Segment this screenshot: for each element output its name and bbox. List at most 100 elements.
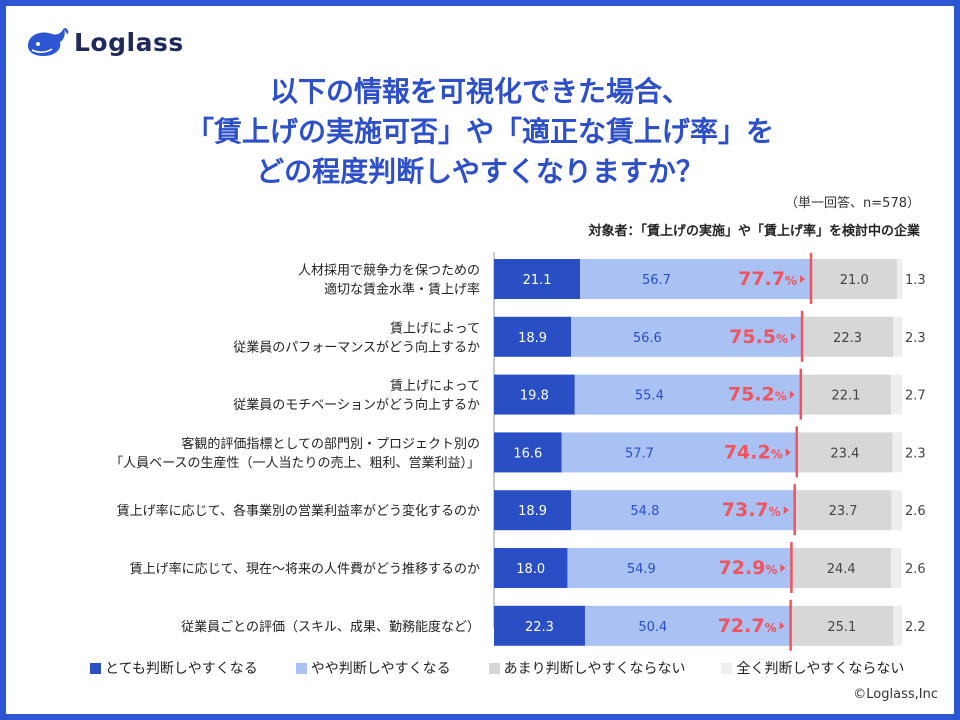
data-label: 22.3 <box>525 620 554 635</box>
bar-segment <box>494 548 568 588</box>
total-label: 72.9% <box>719 557 778 579</box>
category-label: 人材採用で競争力を保つための <box>298 264 480 279</box>
category-label: 従業員のパフォーマンスがどう向上するか <box>233 339 480 355</box>
legend-label: とても判断しやすくなる <box>105 661 258 677</box>
total-label: 75.2% <box>728 384 787 406</box>
legend-item: 全く判断しやすくならない <box>721 658 904 678</box>
data-label: 54.8 <box>630 504 659 519</box>
data-label: 1.3 <box>905 273 926 288</box>
total-label: 73.7% <box>722 499 781 521</box>
data-label: 55.4 <box>635 389 664 404</box>
bar-segment <box>811 259 898 299</box>
data-label: 50.4 <box>638 620 667 635</box>
total-label: 77.7% <box>738 268 797 290</box>
bar-segment <box>494 605 585 646</box>
target-note: 対象者：「賃上げの実施」や「賃上げ率」を検討中の企業 <box>588 224 920 239</box>
total-arrow-icon <box>779 621 785 630</box>
total-arrow-icon <box>800 275 806 283</box>
data-label: 24.4 <box>827 562 856 577</box>
data-label: 22.1 <box>831 389 860 404</box>
bar-segment <box>574 374 801 415</box>
data-label: 19.8 <box>520 389 549 404</box>
data-label: 56.7 <box>642 273 671 288</box>
bar-segment <box>891 490 902 531</box>
data-label: 16.6 <box>513 446 542 461</box>
data-label: 57.7 <box>625 446 654 461</box>
title-line: 以下の情報を可視化できた場合、 <box>269 75 690 108</box>
data-label: 18.9 <box>518 331 547 346</box>
category-label: 従業員ごとの評価（スキル、成果、勤務能度など） <box>181 619 480 635</box>
bar-segment <box>494 316 572 357</box>
bar-segment <box>571 316 803 357</box>
legend-label: あまり判断しやすくならない <box>503 661 686 677</box>
category-label: 賃上げによって <box>390 379 480 394</box>
whale-logo-icon <box>28 28 69 56</box>
legend-item: とても判断しやすくなる <box>90 658 258 678</box>
data-label: 2.2 <box>905 620 926 635</box>
data-label: 23.4 <box>830 446 859 461</box>
bar-segment <box>561 432 798 473</box>
data-label: 21.0 <box>840 273 869 288</box>
bar-segment <box>790 605 894 646</box>
legend-label: 全く判断しやすくならない <box>736 661 905 677</box>
category-label: 適切な賃金水準・賃上げ率 <box>324 282 480 298</box>
bar-segment <box>580 259 812 299</box>
category-label: 賃上げ率に応じて、現在〜将来の人件費がどう推移するのか <box>130 561 480 577</box>
logo-text: Loglass <box>74 27 184 57</box>
bar-segment <box>584 605 791 646</box>
bar-segment <box>494 432 562 473</box>
bar-segment <box>802 316 894 357</box>
total-label: 75.5% <box>729 326 788 348</box>
bar-segment <box>800 374 891 415</box>
data-label: 54.9 <box>627 562 656 577</box>
total-label: 72.7% <box>718 615 777 637</box>
legend-item: あまり判断しやすくならない <box>488 658 686 678</box>
data-label: 18.9 <box>518 504 547 519</box>
category-label: 賃上げ率に応じて、各事業別の営業利益率がどう変化するのか <box>117 503 480 519</box>
total-arrow-icon <box>783 506 789 515</box>
bar-segment <box>897 259 903 299</box>
legend-swatch <box>488 662 500 674</box>
total-arrow-icon <box>780 564 786 572</box>
total-arrow-icon <box>785 448 791 457</box>
data-label: 25.1 <box>827 620 856 635</box>
data-label: 2.3 <box>905 331 926 346</box>
bar-segment <box>791 548 891 588</box>
category-label: 賃上げによって <box>390 321 480 336</box>
legend: とても判断しやすくなる やや判断しやすくなる あまり判断しやすくならない 全く判… <box>90 658 904 678</box>
bar-segment <box>890 548 902 588</box>
data-label: 2.3 <box>905 446 926 461</box>
bar-segment <box>892 432 902 473</box>
data-label: 18.0 <box>516 562 545 577</box>
bar-segment <box>893 605 902 646</box>
data-label: 2.6 <box>905 562 926 577</box>
bar-segment <box>893 316 903 357</box>
slide-card: Loglass 以下の情報を可視化できた場合、 「賃上げの実施可否」や「適正な賃… <box>6 6 954 714</box>
data-label: 23.7 <box>829 504 858 519</box>
logo: Loglass <box>24 24 184 60</box>
data-label: 56.6 <box>633 331 662 346</box>
total-arrow-icon <box>791 332 797 341</box>
data-label: 2.7 <box>905 389 926 404</box>
copyright: ©Loglass,Inc <box>853 687 938 702</box>
chart-title: 以下の情報を可視化できた場合、 「賃上げの実施可否」や「適正な賃上げ率」を どの… <box>6 72 954 192</box>
title-line: どの程度判断しやすくなりますか？ <box>256 155 704 188</box>
data-label: 22.3 <box>833 331 862 346</box>
legend-swatch <box>90 662 101 674</box>
legend-label: やや判断しやすくなる <box>310 661 451 677</box>
bar-segment <box>794 490 892 531</box>
bar-segment <box>494 259 581 299</box>
data-label: 2.6 <box>905 504 926 519</box>
legend-swatch <box>721 662 733 674</box>
total-arrow-icon <box>789 390 795 399</box>
category-label: 客観的評価指標としての部門別・プロジェクト別の <box>181 436 480 452</box>
sample-note: （単一回答、n=578） <box>785 196 920 211</box>
title-line: 「賃上げの実施可否」や「適正な賃上げ率」を <box>185 115 774 148</box>
category-label: 「人員ベースの生産性（一人当たりの売上、粗利、営業利益）」 <box>110 455 480 471</box>
bar-segment <box>494 490 572 531</box>
category-label: 従業員のモチベーションがどう向上するか <box>233 397 480 413</box>
legend-item: やや判断しやすくなる <box>295 658 451 678</box>
bar-segment <box>890 374 902 415</box>
data-label: 21.1 <box>523 273 552 288</box>
